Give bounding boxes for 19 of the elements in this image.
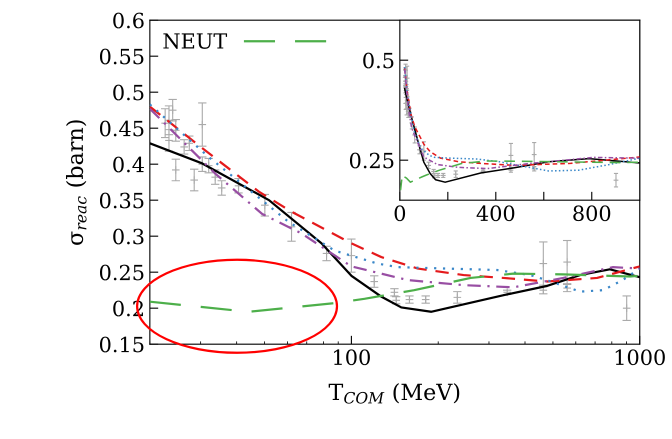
y-tick-label: 0.45 [100,120,144,136]
y-tick-label: 0.5 [113,84,144,100]
y-tick-label: 0.25 [100,264,144,280]
y-tick-label: 0.55 [100,48,144,64]
y-tick-label: 0.35 [100,192,144,208]
y-tick-label: 0.6 [113,12,144,28]
x-tick-label: 800 [573,205,610,222]
legend-label: NEUT [163,33,228,49]
y-axis-title: σ$_{reac}$ (barn) [66,120,87,245]
y-tick-label: 0.25 [350,152,394,168]
x-tick-label: 0 [394,205,406,222]
x-tick-label: 1000 [616,349,665,366]
y-tick-label: 0.5 [363,52,394,68]
x-axis-title: T$_{COM}$ (MeV) [328,383,460,404]
y-tick-label: 0.15 [100,336,144,352]
x-tick-label: 100 [334,349,370,366]
x-tick-label: 400 [476,205,514,222]
y-tick-label: 0.3 [113,228,144,244]
y-tick-label: 0.4 [113,156,144,172]
